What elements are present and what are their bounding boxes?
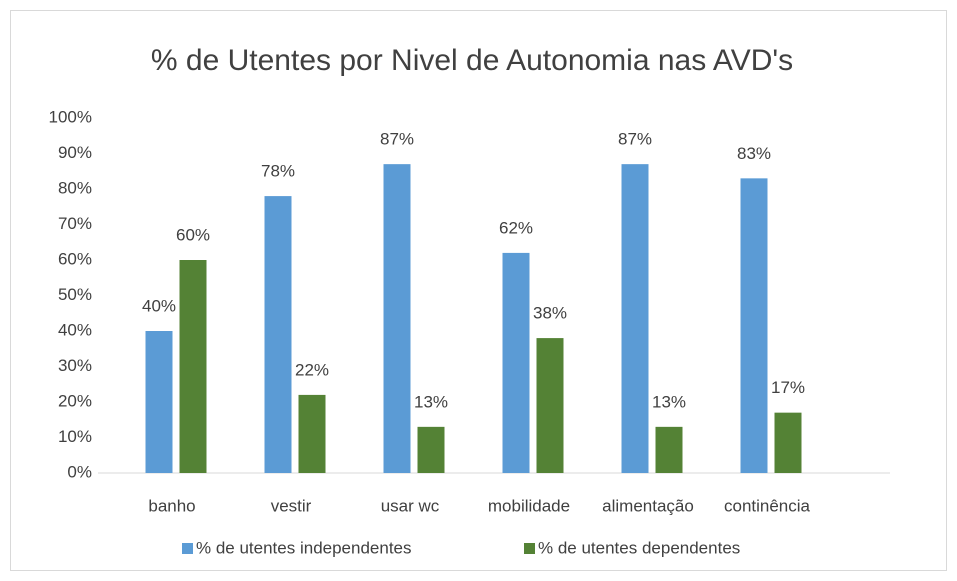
bar [145,331,173,473]
bar [621,164,649,473]
x-tick-label: alimentação [602,496,694,515]
bar [536,338,564,473]
x-tick-label: usar wc [381,496,440,515]
data-label: 60% [176,225,210,244]
y-tick-label: 0% [67,462,92,481]
y-tick-label: 90% [58,143,92,162]
x-tick-label: mobilidade [488,496,570,515]
chart-title: % de Utentes por Nivel de Autonomia nas … [151,44,793,77]
legend-label: % de utentes dependentes [538,538,740,557]
legend-label: % de utentes independentes [196,538,412,557]
data-label: 13% [414,392,448,411]
data-label: 62% [499,218,533,237]
data-label: 87% [380,130,414,149]
x-tick-label: continência [724,496,811,515]
data-label: 78% [261,162,295,181]
legend-swatch [524,543,535,554]
data-label: 17% [771,378,805,397]
bar [774,412,802,473]
bar [179,260,207,473]
data-label: 38% [533,304,567,323]
bar [417,426,445,473]
y-tick-label: 100% [49,107,92,126]
data-label: 22% [295,360,329,379]
bar [298,394,326,473]
y-tick-label: 40% [58,320,92,339]
bar [383,164,411,473]
y-tick-label: 10% [58,427,92,446]
bar [264,196,292,473]
y-tick-label: 60% [58,249,92,268]
x-tick-label: vestir [271,496,312,515]
x-tick-label: banho [148,496,195,515]
bar [655,426,683,473]
y-tick-label: 30% [58,356,92,375]
legend-swatch [182,543,193,554]
y-tick-label: 20% [58,391,92,410]
data-label: 83% [737,144,771,163]
y-tick-label: 50% [58,285,92,304]
bar [502,252,530,473]
chart-border [10,10,947,571]
data-label: 40% [142,296,176,315]
y-tick-label: 70% [58,214,92,233]
data-label: 87% [618,130,652,149]
bar [740,178,768,473]
data-label: 13% [652,392,686,411]
y-tick-label: 80% [58,178,92,197]
